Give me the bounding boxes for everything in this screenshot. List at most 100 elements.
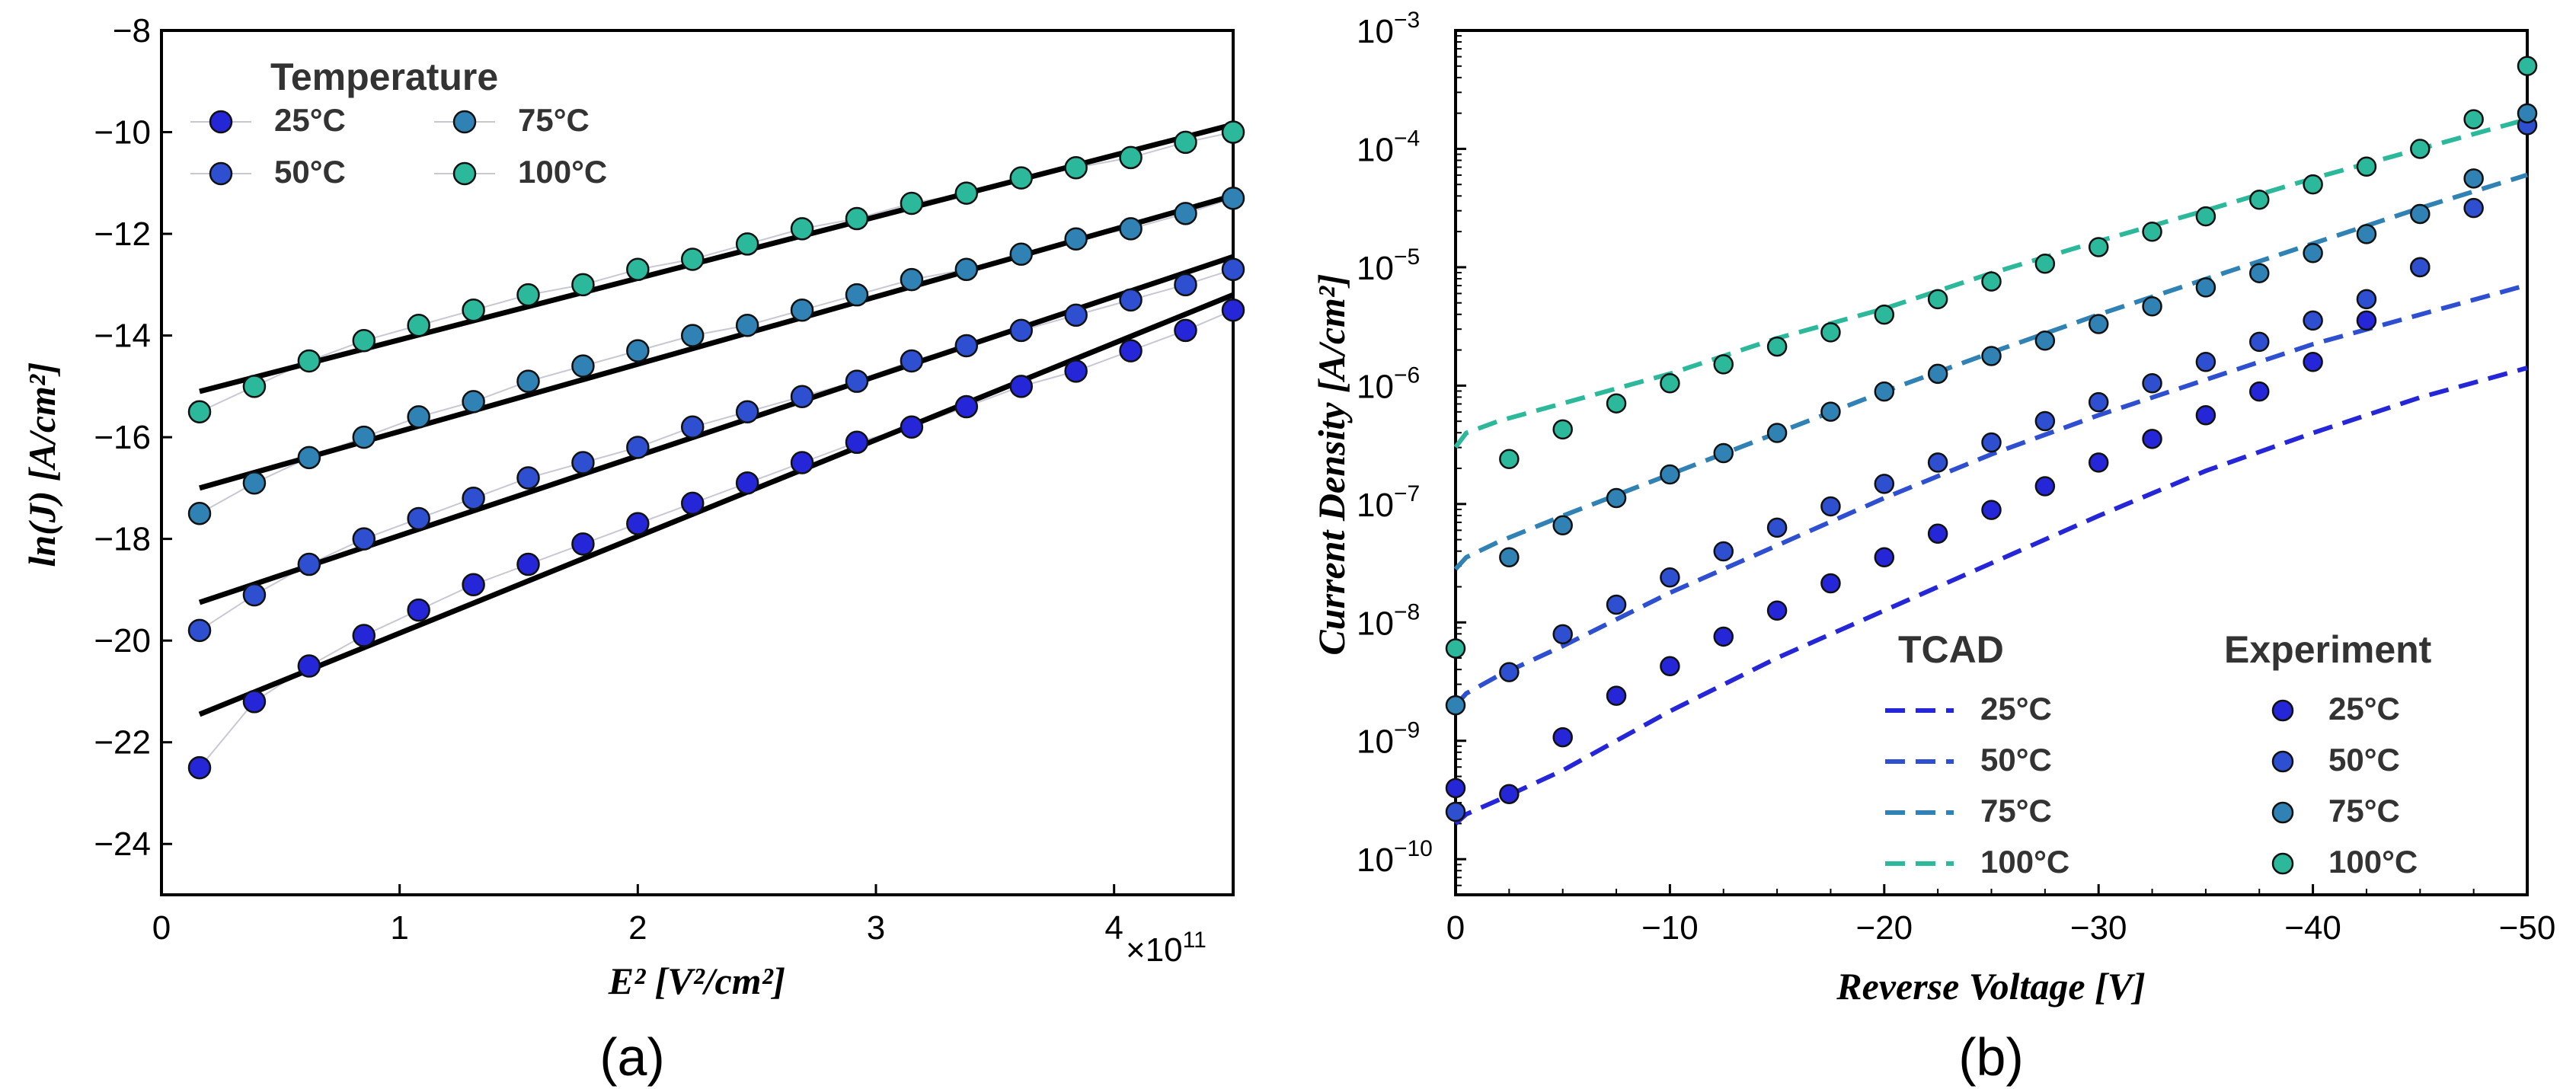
experiment-point — [1874, 304, 1895, 325]
data-point — [790, 451, 814, 474]
panel-a-data-points — [187, 120, 1245, 780]
y-tick-label: −16 — [94, 419, 151, 456]
experiment-point — [1606, 594, 1627, 615]
legend-experiment-marker — [2271, 750, 2294, 773]
legend-experiment-marker — [2271, 699, 2294, 722]
legend-label: 75°C — [518, 102, 590, 138]
experiment-point — [2463, 197, 2484, 219]
experiment-point — [1445, 638, 1466, 659]
legend-label: 50°C — [274, 154, 346, 190]
experiment-point — [2088, 314, 2109, 334]
experiment-point — [2303, 243, 2323, 263]
experiment-point — [2088, 391, 2109, 413]
data-point — [1221, 257, 1245, 282]
experiment-point — [1766, 600, 1788, 621]
data-point — [1009, 242, 1033, 267]
experiment-point — [1552, 419, 1573, 440]
experiment-point — [2088, 452, 2109, 473]
legend-tcad-label: 25°C — [1980, 691, 2052, 727]
experiment-point — [1660, 373, 1680, 394]
experiment-point — [1713, 442, 1734, 464]
legend-experiment-label: 75°C — [2328, 793, 2400, 829]
panel-a-axis-ticks: 0 1 2 3 4 −24 −22 −20 −18 −16 −14 −12 −10 −8 — [94, 12, 1123, 947]
x-tick-label: −40 — [2284, 909, 2341, 947]
y-tick-label: 10−9 — [1357, 718, 1420, 761]
data-point — [462, 298, 485, 322]
experiment-point — [1552, 727, 1573, 748]
experiment-point — [1766, 517, 1788, 538]
data-point — [735, 400, 759, 423]
legend-experiment-label: 50°C — [2328, 742, 2400, 778]
data-point — [297, 446, 321, 470]
panel-a-legend-title: Temperature — [270, 56, 498, 98]
data-point — [626, 436, 650, 459]
x-tick-label: −50 — [2499, 909, 2556, 947]
experiment-point — [1713, 541, 1734, 562]
data-point — [571, 532, 595, 556]
experiment-point — [1766, 336, 1788, 357]
data-point — [626, 339, 650, 362]
experiment-point — [2356, 289, 2377, 310]
data-point — [242, 583, 267, 607]
data-point — [954, 257, 979, 282]
data-point — [407, 313, 430, 337]
data-point — [187, 618, 212, 643]
data-point — [1119, 145, 1143, 170]
x-tick-label: 4 — [1104, 909, 1123, 947]
experiment-point — [1820, 573, 1841, 594]
experiment-point — [1981, 432, 2002, 453]
legend-experiment-marker — [2271, 852, 2294, 875]
y-tick-label: 10−10 — [1357, 836, 1433, 879]
panel-b-caption: (b) — [1958, 1027, 2024, 1087]
legend-label: 100°C — [518, 154, 607, 190]
y-tick-label: −22 — [94, 724, 151, 762]
y-tick-label: −24 — [94, 826, 151, 863]
data-point — [1064, 227, 1088, 251]
data-point — [680, 491, 705, 516]
x-tick-label: 0 — [152, 909, 171, 947]
data-point — [900, 267, 924, 292]
experiment-point — [2034, 476, 2056, 497]
data-point — [1119, 288, 1143, 312]
experiment-point — [2249, 331, 2270, 353]
data-point — [242, 375, 267, 398]
tcad-curve — [1453, 283, 2528, 707]
legend-marker — [209, 110, 233, 134]
experiment-point — [2249, 381, 2270, 402]
legend-marker — [452, 161, 477, 186]
experiment-point — [1660, 567, 1680, 588]
experiment-point — [2034, 410, 2056, 432]
data-point — [845, 283, 869, 307]
panel-a-ln-j-vs-e-squared: 0 1 2 3 4 −24 −22 −20 −18 −16 −14 −12 −10 −8 E² [V²/c… — [21, 12, 1245, 1087]
data-point — [571, 451, 595, 474]
experiment-point — [1927, 452, 1948, 473]
legend-experiment-marker — [2271, 801, 2294, 824]
panel-b-y-axis-label: Current Density [A/cm²] — [1310, 273, 1353, 655]
experiment-point — [1499, 449, 1520, 470]
panel-b-x-axis-label: Reverse Voltage [V] — [1836, 965, 2145, 1008]
data-point — [571, 273, 595, 297]
data-point — [1174, 273, 1197, 297]
experiment-point — [2142, 222, 2162, 242]
data-point — [900, 415, 924, 439]
experiment-point — [2303, 352, 2323, 372]
experiment-point — [1499, 547, 1520, 568]
experiment-point — [2463, 168, 2484, 189]
experiment-point — [1606, 685, 1627, 706]
experiment-point — [2303, 310, 2323, 331]
experiment-point — [1660, 464, 1680, 485]
panel-a-x-multiplier: ×1011 — [1126, 928, 1207, 969]
y-tick-label: −8 — [113, 12, 151, 50]
x-tick-label: 3 — [867, 909, 885, 947]
data-point — [1174, 318, 1197, 343]
data-point — [352, 329, 376, 353]
experiment-point — [1499, 784, 1520, 804]
x-tick-label: −10 — [1641, 909, 1699, 947]
data-point — [297, 654, 321, 678]
legend-tcad-label: 100°C — [1980, 844, 2069, 880]
x-tick-label: 1 — [390, 909, 408, 947]
experiment-point — [1981, 500, 2002, 520]
linear-fit-line — [198, 292, 1235, 717]
experiment-point — [1606, 393, 1627, 414]
data-point — [516, 283, 540, 307]
